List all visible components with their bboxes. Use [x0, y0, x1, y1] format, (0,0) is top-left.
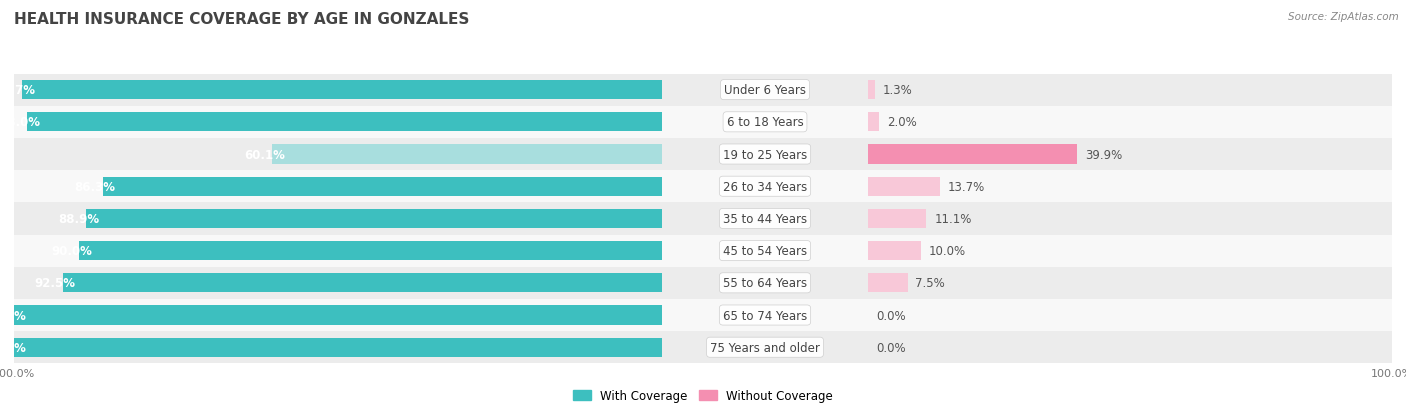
Text: 100.0%: 100.0%: [0, 309, 27, 322]
Bar: [662, 235, 869, 267]
Bar: [14, 306, 662, 325]
Bar: [662, 267, 869, 299]
Bar: [662, 171, 869, 203]
Bar: [869, 145, 1077, 164]
Bar: [869, 203, 1392, 235]
Bar: [869, 74, 1392, 107]
Text: 39.9%: 39.9%: [1085, 148, 1122, 161]
Text: 35 to 44 Years: 35 to 44 Years: [723, 212, 807, 225]
Text: Source: ZipAtlas.com: Source: ZipAtlas.com: [1288, 12, 1399, 22]
Text: 13.7%: 13.7%: [948, 180, 986, 193]
Bar: [662, 139, 869, 171]
Bar: [869, 241, 921, 261]
Bar: [86, 209, 662, 228]
Text: 88.9%: 88.9%: [58, 212, 98, 225]
Bar: [869, 273, 908, 293]
Bar: [662, 331, 869, 363]
Text: HEALTH INSURANCE COVERAGE BY AGE IN GONZALES: HEALTH INSURANCE COVERAGE BY AGE IN GONZ…: [14, 12, 470, 27]
Text: 75 Years and older: 75 Years and older: [710, 341, 820, 354]
Bar: [869, 331, 1392, 363]
Text: 0.0%: 0.0%: [876, 309, 905, 322]
Bar: [869, 113, 879, 132]
Bar: [14, 74, 662, 107]
Text: 98.0%: 98.0%: [0, 116, 39, 129]
Bar: [869, 177, 941, 197]
Bar: [14, 235, 662, 267]
Text: 26 to 34 Years: 26 to 34 Years: [723, 180, 807, 193]
Bar: [14, 267, 662, 299]
Bar: [869, 81, 875, 100]
Text: 98.7%: 98.7%: [0, 84, 35, 97]
Bar: [869, 171, 1392, 203]
Bar: [63, 273, 662, 293]
Text: 2.0%: 2.0%: [887, 116, 917, 129]
Text: 11.1%: 11.1%: [935, 212, 972, 225]
Bar: [662, 74, 869, 107]
Bar: [14, 171, 662, 203]
Text: 55 to 64 Years: 55 to 64 Years: [723, 277, 807, 290]
Text: Under 6 Years: Under 6 Years: [724, 84, 806, 97]
Text: 19 to 25 Years: 19 to 25 Years: [723, 148, 807, 161]
Text: 0.0%: 0.0%: [876, 341, 905, 354]
Bar: [869, 139, 1392, 171]
Text: 10.0%: 10.0%: [928, 244, 966, 257]
Text: 100.0%: 100.0%: [0, 341, 27, 354]
Bar: [869, 299, 1392, 331]
Bar: [103, 177, 662, 197]
Bar: [14, 139, 662, 171]
Bar: [22, 81, 662, 100]
Bar: [14, 107, 662, 139]
Bar: [662, 107, 869, 139]
Bar: [869, 107, 1392, 139]
Bar: [869, 235, 1392, 267]
Text: 92.5%: 92.5%: [35, 277, 76, 290]
Bar: [869, 267, 1392, 299]
Bar: [14, 299, 662, 331]
Text: 60.1%: 60.1%: [245, 148, 285, 161]
Legend: With Coverage, Without Coverage: With Coverage, Without Coverage: [568, 385, 838, 407]
Text: 90.0%: 90.0%: [51, 244, 91, 257]
Bar: [273, 145, 662, 164]
Text: 6 to 18 Years: 6 to 18 Years: [727, 116, 803, 129]
Bar: [79, 241, 662, 261]
Bar: [14, 331, 662, 363]
Text: 7.5%: 7.5%: [915, 277, 945, 290]
Text: 45 to 54 Years: 45 to 54 Years: [723, 244, 807, 257]
Text: 86.3%: 86.3%: [75, 180, 115, 193]
Bar: [662, 203, 869, 235]
Bar: [14, 203, 662, 235]
Text: 65 to 74 Years: 65 to 74 Years: [723, 309, 807, 322]
Text: 1.3%: 1.3%: [883, 84, 912, 97]
Bar: [14, 338, 662, 357]
Bar: [27, 113, 662, 132]
Bar: [869, 209, 927, 228]
Bar: [662, 299, 869, 331]
